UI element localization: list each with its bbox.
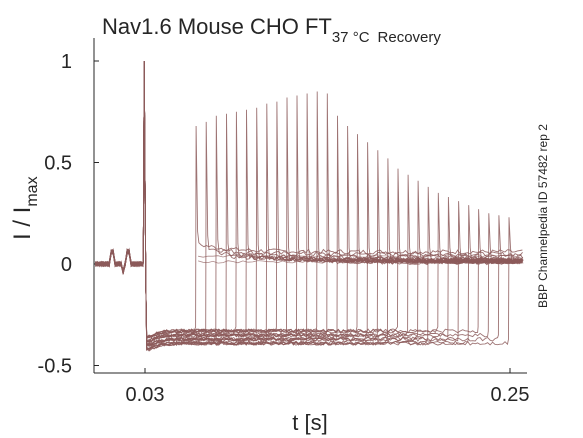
sweep-trace	[94, 60, 524, 339]
chart-title-main: Nav1.6 Mouse CHO FT	[102, 14, 332, 39]
baseline-trace	[198, 253, 522, 258]
sweep-trace	[94, 62, 522, 342]
x-axis-label: t [s]	[292, 410, 327, 435]
sweep-trace	[95, 62, 522, 350]
y-tick-label: 0	[61, 254, 72, 276]
sweep-trace	[94, 62, 522, 348]
y-axis-label-main: I / I	[9, 207, 36, 240]
chart-title: Nav1.6 Mouse CHO FT37 °C Recovery	[102, 14, 441, 46]
baseline-trace	[197, 260, 522, 264]
y-axis-label-subscript: max	[24, 176, 41, 206]
sweep-trace	[95, 61, 522, 343]
sweep-trace	[95, 60, 522, 345]
y-tick-label: 0.5	[44, 153, 72, 175]
x-tick-label: 0.25	[491, 384, 530, 406]
series-traces	[94, 60, 524, 352]
sweep-trace	[94, 60, 522, 351]
channelpedia-id-label: BBP Channelpedia ID 57482 rep 2	[536, 124, 550, 308]
x-ticks: 0.03 0.25	[126, 368, 530, 406]
y-ticks: -0.5 0 0.5 1	[38, 51, 99, 378]
y-axis-label: I / Imax	[9, 176, 41, 240]
chart-title-protocol: Recovery	[378, 29, 442, 46]
axes: -0.5 0 0.5 1 0.03 0.25	[38, 38, 530, 406]
sweep-trace	[94, 61, 524, 338]
chart-title-temperature: 37 °C	[332, 29, 370, 46]
y-tick-label: -0.5	[38, 356, 72, 378]
x-tick-label: 0.03	[126, 384, 165, 406]
y-tick-label: 1	[61, 51, 72, 73]
sweep-trace	[95, 61, 522, 339]
sweep-trace	[94, 61, 523, 352]
